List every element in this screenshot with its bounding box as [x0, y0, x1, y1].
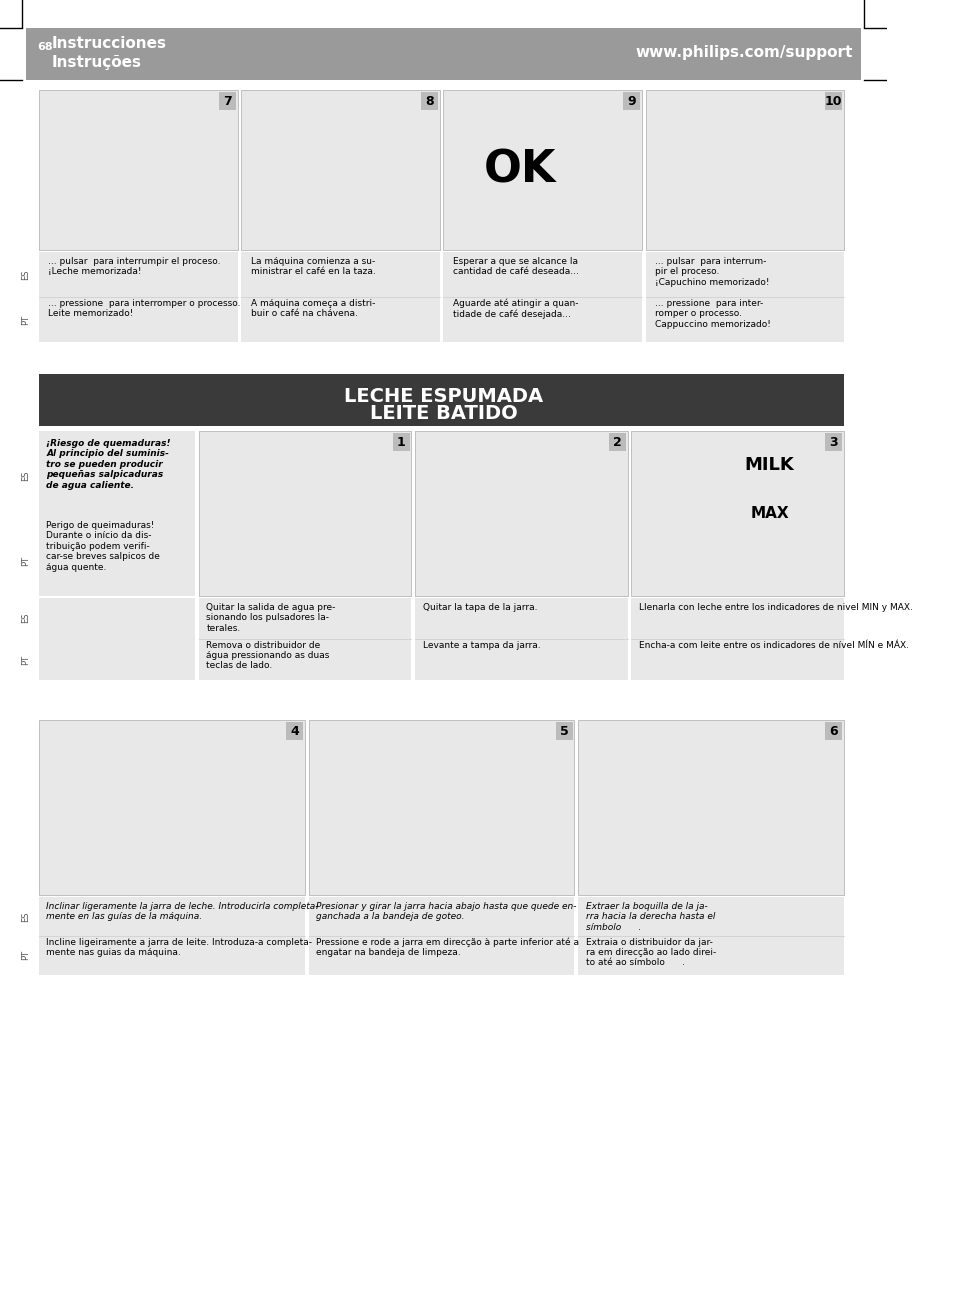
Text: PT: PT	[22, 950, 30, 960]
Text: ES: ES	[22, 471, 30, 481]
Text: LECHE ESPUMADA: LECHE ESPUMADA	[343, 386, 542, 406]
Text: 8: 8	[425, 95, 434, 108]
Bar	[286, 722, 303, 740]
Bar	[39, 431, 195, 596]
Text: MAX: MAX	[750, 506, 788, 520]
Bar	[415, 598, 627, 680]
Bar	[824, 722, 841, 740]
Text: Instrucciones: Instrucciones	[51, 36, 166, 51]
Text: Perigo de queimaduras!
Durante o início da dis-
tribuição podem verifi-
car-se b: Perigo de queimaduras! Durante o início …	[47, 520, 160, 571]
Text: Pressione e rode a jarra em direcção à parte inferior até a
engatar na bandeja d: Pressione e rode a jarra em direcção à p…	[315, 938, 578, 958]
Bar	[824, 92, 841, 111]
Text: ... pulsar  para interrumpir el proceso.
¡Leche memorizada!: ... pulsar para interrumpir el proceso. …	[49, 258, 220, 276]
Bar	[393, 433, 409, 451]
Bar	[556, 722, 572, 740]
Text: Aguarde até atingir a quan-
tidade de café desejada...: Aguarde até atingir a quan- tidade de ca…	[453, 299, 578, 319]
Bar	[609, 433, 625, 451]
Bar	[645, 90, 843, 250]
Text: 2: 2	[613, 436, 621, 449]
Text: ... pulsar  para interrum-
pir el proceso.
¡Capuchino memorizado!: ... pulsar para interrum- pir el proceso…	[654, 258, 768, 286]
Bar	[645, 252, 843, 342]
Text: ... pressione  para interromper o processo.
Leite memorizado!: ... pressione para interromper o process…	[49, 299, 240, 319]
Bar	[39, 598, 195, 680]
Text: 7: 7	[223, 95, 232, 108]
Bar	[824, 433, 841, 451]
Text: LEITE BATIDO: LEITE BATIDO	[369, 405, 517, 423]
Text: Presionar y girar la jarra hacia abajo hasta que quede en-
ganchada a la bandeja: Presionar y girar la jarra hacia abajo h…	[315, 902, 576, 921]
Text: Inclinar ligeramente la jarra de leche. Introducirla completa-
mente en las guía: Inclinar ligeramente la jarra de leche. …	[47, 902, 318, 921]
Text: ES: ES	[22, 269, 30, 280]
Text: ES: ES	[22, 613, 30, 623]
Text: A máquina começa a distri-
buir o café na chávena.: A máquina começa a distri- buir o café n…	[251, 299, 375, 319]
Bar	[420, 92, 437, 111]
Text: ... pressione  para inter-
romper o processo.
Cappuccino memorizado!: ... pressione para inter- romper o proce…	[654, 299, 770, 329]
Bar	[39, 373, 843, 425]
Text: Instruções: Instruções	[51, 55, 141, 70]
Bar	[199, 431, 411, 596]
Text: La máquina comienza a su-
ministrar el café en la taza.: La máquina comienza a su- ministrar el c…	[251, 258, 375, 276]
Bar	[199, 598, 411, 680]
Text: Encha-a com leite entre os indicadores de nível MÍN e MÁX.: Encha-a com leite entre os indicadores d…	[639, 640, 908, 649]
Text: PT: PT	[22, 315, 30, 325]
Text: 9: 9	[627, 95, 636, 108]
Text: 6: 6	[828, 725, 838, 738]
Text: Incline ligeiramente a jarra de leite. Introduza-a completa-
mente nas guias da : Incline ligeiramente a jarra de leite. I…	[47, 938, 313, 958]
Text: Quitar la salida de agua pre-
sionando los pulsadores la-
terales.: Quitar la salida de agua pre- sionando l…	[206, 602, 335, 632]
Bar	[578, 719, 843, 895]
Text: PT: PT	[22, 556, 30, 566]
Bar	[415, 431, 627, 596]
Bar	[308, 719, 574, 895]
Text: Extraer la boquilla de la ja-
rra hacia la derecha hasta el
símbolo      .: Extraer la boquilla de la ja- rra hacia …	[585, 902, 714, 932]
Text: ES: ES	[22, 912, 30, 922]
Text: Esperar a que se alcance la
cantidad de café deseada...: Esperar a que se alcance la cantidad de …	[453, 258, 578, 276]
Bar	[622, 92, 639, 111]
Text: Llenarla con leche entre los indicadores de nivel MIN y MAX.: Llenarla con leche entre los indicadores…	[639, 602, 912, 611]
Bar	[443, 90, 641, 250]
Bar	[241, 90, 439, 250]
Bar	[39, 719, 305, 895]
Text: 68: 68	[37, 42, 52, 52]
Bar	[241, 252, 439, 342]
Bar	[631, 598, 843, 680]
Text: 1: 1	[396, 436, 405, 449]
Bar	[39, 90, 237, 250]
Text: Remova o distribuidor de
água pressionando as duas
teclas de lado.: Remova o distribuidor de água pressionan…	[206, 640, 330, 670]
Bar	[308, 896, 574, 974]
Text: Extraia o distribuidor da jar-
ra em direcção ao lado direi-
to até ao símbolo  : Extraia o distribuidor da jar- ra em dir…	[585, 938, 715, 968]
Bar	[218, 92, 235, 111]
Text: PT: PT	[22, 654, 30, 665]
Bar	[39, 252, 237, 342]
Bar	[631, 431, 843, 596]
Text: 10: 10	[824, 95, 841, 108]
Text: ¡Riesgo de quemaduras!
Al principio del suminis-
tro se pueden producir
pequeñas: ¡Riesgo de quemaduras! Al principio del …	[47, 438, 171, 489]
Text: OK: OK	[483, 148, 556, 191]
Text: 3: 3	[828, 436, 838, 449]
Text: MILK: MILK	[744, 455, 794, 474]
Bar	[26, 29, 860, 79]
Text: 5: 5	[559, 725, 568, 738]
Text: 4: 4	[290, 725, 298, 738]
Bar	[39, 896, 305, 974]
Text: Levante a tampa da jarra.: Levante a tampa da jarra.	[422, 640, 539, 649]
Text: Quitar la tapa de la jarra.: Quitar la tapa de la jarra.	[422, 602, 537, 611]
Bar	[578, 896, 843, 974]
Text: www.philips.com/support: www.philips.com/support	[636, 46, 852, 60]
Bar	[443, 252, 641, 342]
